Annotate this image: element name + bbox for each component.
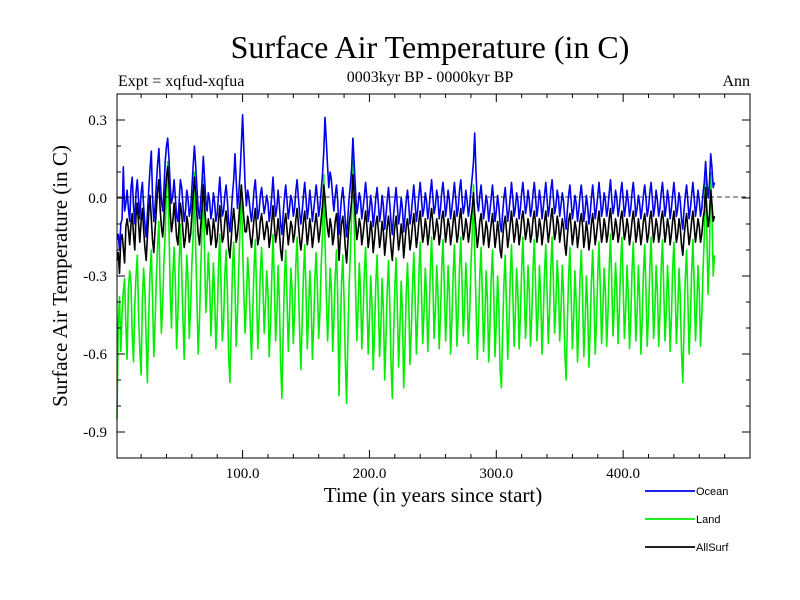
- series-line-land: [116, 137, 716, 420]
- x-tick-label: 200.0: [353, 466, 387, 482]
- y-tick-label: -0.3: [83, 269, 107, 285]
- y-axis-label: Surface Air Temperature (in C): [48, 145, 72, 407]
- x-tick-label: 300.0: [479, 466, 513, 482]
- x-axis-label: Time (in years since start): [324, 483, 543, 507]
- legend-label-land: Land: [696, 514, 720, 526]
- experiment-label: Expt = xqfud-xqfua: [118, 73, 244, 90]
- chart-title: Surface Air Temperature (in C): [231, 29, 630, 65]
- series-line-ocean: [116, 114, 716, 251]
- chart-subtitle: 0003kyr BP - 0000kyr BP: [347, 69, 514, 86]
- x-tick-label: 400.0: [606, 466, 640, 482]
- y-tick-label: 0.3: [88, 113, 107, 129]
- series-line-allsurf: [116, 166, 716, 275]
- series-layer: [116, 114, 716, 420]
- season-label: Ann: [722, 73, 750, 90]
- y-tick-label: -0.9: [83, 425, 107, 441]
- legend-label-allsurf: AllSurf: [696, 542, 729, 554]
- legend-label-ocean: Ocean: [696, 486, 728, 498]
- y-tick-label: -0.6: [83, 347, 107, 363]
- y-ticks: 0.3 0.0 -0.3 -0.6 -0.9: [83, 113, 750, 441]
- y-tick-label: 0.0: [88, 191, 107, 207]
- x-tick-label: 100.0: [226, 466, 260, 482]
- plot-frame: [116, 93, 751, 459]
- x-ticks: 100.0 200.0 300.0 400.0: [140, 94, 726, 482]
- legend: Ocean Land AllSurf: [645, 486, 729, 554]
